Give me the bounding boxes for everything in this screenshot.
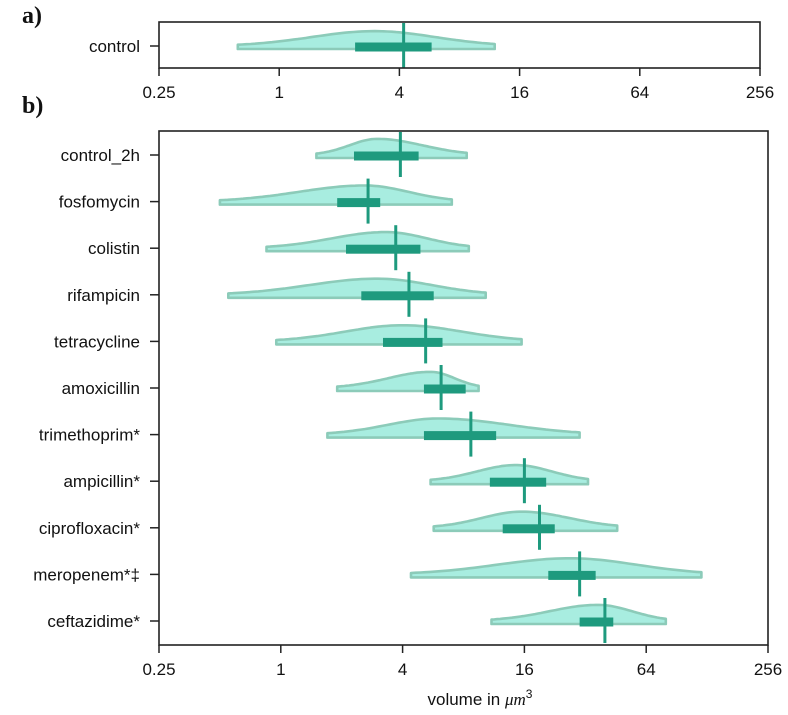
violin-body xyxy=(315,137,468,160)
panel-b: b) control_2h fosfomycin colistin rifampici… xyxy=(22,93,782,709)
panel-a-label: a) xyxy=(22,3,42,29)
x-tick-label: 16 xyxy=(510,83,529,102)
violin-body xyxy=(429,463,590,486)
violin-group xyxy=(236,23,496,68)
x-tick-label: 16 xyxy=(515,660,534,679)
iqr-bar xyxy=(337,198,381,208)
violin-body xyxy=(409,557,703,579)
violin-group xyxy=(432,504,619,550)
violin-body xyxy=(227,277,487,300)
violin-group xyxy=(265,225,471,271)
x-axis-title-prefix: volume in xyxy=(428,690,505,709)
category-label: control_2h xyxy=(61,146,140,165)
panel-b-category-axis: control_2h fosfomycin colistin rifampicin te… xyxy=(33,146,159,631)
category-label: fosfomycin xyxy=(59,193,140,212)
x-tick-label: 256 xyxy=(746,83,774,102)
panel-a-frame xyxy=(158,21,761,69)
iqr-bar xyxy=(423,384,466,394)
panel-b-label: b) xyxy=(22,93,43,119)
violin-group xyxy=(227,271,487,317)
panel-a-violins xyxy=(236,23,496,68)
violin-group xyxy=(335,365,480,410)
panel-b-x-axis: 0.25 1 4 16 64 256 xyxy=(142,645,782,679)
category-label: ciprofloxacin* xyxy=(39,519,140,538)
iqr-bar xyxy=(353,151,419,161)
panel-b-violins xyxy=(218,132,703,643)
panel-a-category-axis: control xyxy=(89,37,159,56)
iqr-bar xyxy=(382,337,443,347)
iqr-bar xyxy=(502,524,555,534)
violin-group xyxy=(275,318,523,364)
panel-a-x-axis: 0.25 1 4 16 64 256 xyxy=(142,68,774,102)
category-label: tetracycline xyxy=(54,332,140,351)
violin-body xyxy=(326,417,581,439)
violin-group xyxy=(315,132,468,177)
iqr-bar xyxy=(361,291,434,301)
x-axis-title: volume in μm3 xyxy=(428,687,533,709)
violin-body xyxy=(432,510,619,533)
category-label: ceftazidime* xyxy=(47,612,140,631)
category-label: trimethoprim* xyxy=(39,426,140,445)
iqr-bar xyxy=(345,244,421,254)
x-tick-label: 4 xyxy=(395,83,404,102)
violin-group xyxy=(409,551,703,597)
iqr-bar xyxy=(489,477,547,487)
iqr-bar xyxy=(548,570,596,580)
x-tick-label: 1 xyxy=(274,83,283,102)
violin-body xyxy=(275,324,523,346)
x-tick-label: 0.25 xyxy=(142,660,175,679)
iqr-bar xyxy=(423,431,497,441)
category-label: ampicillin* xyxy=(63,472,140,491)
category-label: control xyxy=(89,37,140,56)
violin-body xyxy=(490,603,668,626)
iqr-bar xyxy=(579,617,614,627)
violin-body xyxy=(218,184,454,206)
x-tick-label: 4 xyxy=(398,660,407,679)
violin-group xyxy=(218,178,454,224)
violin-group xyxy=(490,598,668,643)
panel-a: a) control 0.25 1 4 16 64 256 xyxy=(22,3,774,102)
x-axis-title-exponent: 3 xyxy=(526,687,533,701)
x-tick-label: 256 xyxy=(754,660,782,679)
x-tick-label: 0.25 xyxy=(142,83,175,102)
category-label: meropenem*‡ xyxy=(33,565,140,584)
iqr-bar xyxy=(355,42,432,52)
x-tick-label: 64 xyxy=(637,660,656,679)
x-tick-label: 64 xyxy=(630,83,649,102)
category-label: colistin xyxy=(88,239,140,258)
category-label: rifampicin xyxy=(67,286,140,305)
violin-group xyxy=(326,411,581,457)
category-label: amoxicillin xyxy=(62,379,140,398)
violin-group xyxy=(429,458,590,504)
x-tick-label: 1 xyxy=(276,660,285,679)
x-axis-title-unit: μm xyxy=(504,690,526,709)
